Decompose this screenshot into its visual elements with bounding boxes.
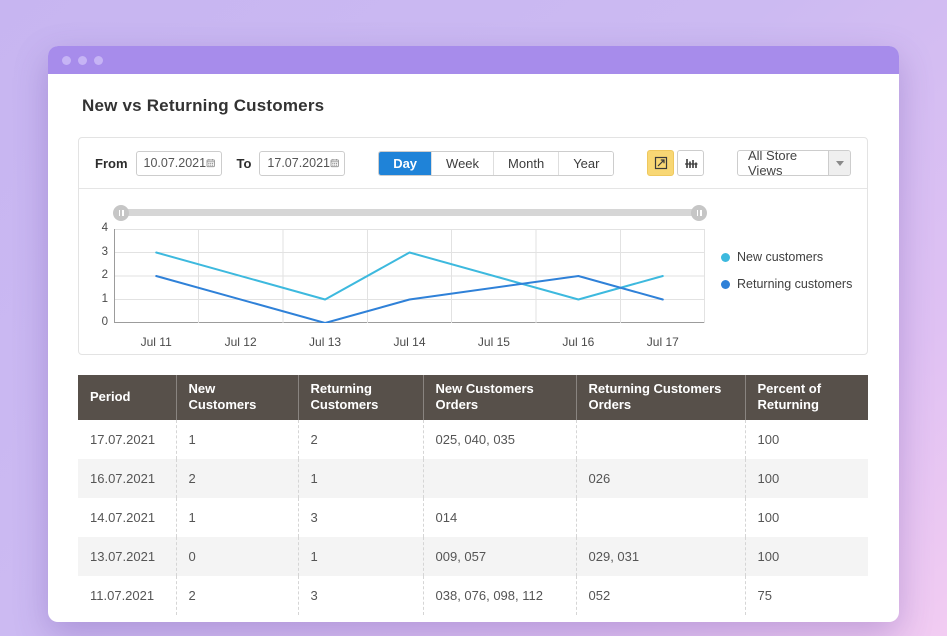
- window-dot-icon[interactable]: [78, 55, 87, 65]
- calendar-icon[interactable]: [206, 156, 215, 170]
- table-cell: 13.07.2021: [78, 536, 176, 576]
- table-cell: 2: [175, 458, 298, 498]
- calendar-icon[interactable]: [330, 156, 339, 170]
- x-tick-label: Jul 12: [224, 335, 257, 349]
- window-dot-icon[interactable]: [62, 55, 71, 65]
- slider-handle-right[interactable]: [691, 204, 707, 221]
- column-header: Percent of Returning: [744, 375, 868, 420]
- table-cell: 1: [297, 458, 423, 498]
- to-label: To: [236, 155, 252, 171]
- y-tick-label: 3: [101, 245, 108, 258]
- chart-panel: From 10.07.2021 To 17.07.2021: [78, 137, 868, 355]
- y-tick-label: 1: [101, 292, 108, 305]
- table-cell: 100: [744, 419, 868, 459]
- table-cell: 009, 057: [422, 536, 576, 576]
- table-cell: 100: [744, 458, 868, 498]
- caret-down-icon: [835, 160, 844, 166]
- table-cell: 1: [175, 497, 298, 537]
- period-option-month[interactable]: Month: [493, 151, 559, 175]
- table-cell: 025, 040, 035: [422, 419, 576, 459]
- app-window: New vs Returning Customers From 10.07.20…: [48, 46, 899, 622]
- chart-area: 0 1 2 3 4 Jul 11 Jul 12 Jul 13 Jul 14 Jul 15 Jul …: [79, 189, 867, 354]
- table-row: 17.07.2021 1 2 025, 040, 035 100: [78, 419, 868, 459]
- legend-dot-icon: [721, 252, 730, 262]
- legend-dot-icon: [721, 279, 730, 289]
- range-slider[interactable]: [113, 204, 707, 221]
- x-tick-label: Jul 14: [393, 335, 426, 349]
- table-cell: 1: [175, 419, 298, 459]
- table-cell: 0: [175, 536, 298, 576]
- y-tick-label: 0: [101, 316, 108, 328]
- table-row: 11.07.2021 2 3 038, 076, 098, 112 052 75: [78, 575, 868, 615]
- page-title: New vs Returning Customers: [82, 96, 325, 115]
- line-chart-button[interactable]: [647, 150, 675, 176]
- filter-toolbar: From 10.07.2021 To 17.07.2021: [79, 138, 867, 189]
- report-table: Period New Customers Returning Customers Ne…: [78, 375, 868, 615]
- period-segmented: Day Week Month Year: [378, 150, 615, 176]
- table-cell: 100: [744, 536, 868, 576]
- column-header: Returning Customers: [297, 375, 423, 420]
- y-tick-label: 2: [101, 269, 108, 281]
- chart-legend: New customers Returning customers: [721, 250, 852, 304]
- date-range-group: From 10.07.2021 To 17.07.2021: [95, 150, 346, 176]
- table-body: 17.07.2021 1 2 025, 040, 035 100 16.07.2021 2 1…: [78, 419, 868, 615]
- legend-item: Returning customers: [721, 277, 852, 291]
- legend-label: Returning customers: [737, 277, 853, 291]
- table-cell: 100: [744, 497, 868, 537]
- x-tick-label: Jul 13: [309, 335, 342, 349]
- x-tick-label: Jul 15: [477, 335, 510, 349]
- period-option-day[interactable]: Day: [379, 151, 432, 175]
- legend-item: New customers: [721, 250, 852, 264]
- table-cell: 2: [297, 419, 423, 459]
- column-header: Period: [78, 375, 176, 420]
- bar-chart-icon: [684, 159, 698, 168]
- table-cell: 3: [297, 497, 423, 537]
- chart-type-toggle: [647, 150, 705, 176]
- line-chart-svg: [114, 229, 705, 323]
- period-option-week[interactable]: Week: [431, 151, 494, 175]
- x-tick-label: Jul 17: [646, 335, 679, 349]
- table-cell: 026: [575, 458, 745, 498]
- y-tick-label: 4: [101, 222, 108, 234]
- column-header: New Customers Orders: [422, 375, 576, 420]
- x-tick-label: Jul 11: [140, 335, 172, 349]
- table-cell: 11.07.2021: [78, 575, 176, 615]
- from-label: From: [95, 155, 128, 171]
- table-cell: 17.07.2021: [78, 419, 176, 459]
- to-date-value: 17.07.2021: [267, 156, 330, 170]
- table-cell: 014: [422, 497, 576, 537]
- window-dot-icon[interactable]: [94, 55, 103, 65]
- from-date-value: 10.07.2021: [143, 156, 207, 170]
- table-cell: 2: [175, 575, 298, 615]
- line-chart-icon: [654, 156, 667, 170]
- store-view-value: All Store Views: [748, 150, 798, 176]
- x-tick-label: Jul 16: [562, 335, 595, 349]
- table-header-row: Period New Customers Returning Customers Ne…: [78, 375, 868, 420]
- slider-handle-left[interactable]: [113, 204, 129, 221]
- period-option-year[interactable]: Year: [558, 151, 614, 175]
- table-row: 16.07.2021 2 1 026 100: [78, 458, 868, 498]
- table-cell: 052: [575, 575, 745, 615]
- table-cell: 16.07.2021: [78, 458, 176, 498]
- bar-chart-button[interactable]: [677, 150, 705, 176]
- window-titlebar[interactable]: [48, 46, 899, 74]
- table-cell: [422, 458, 576, 498]
- from-date-input[interactable]: 10.07.2021: [135, 150, 222, 176]
- table-cell: [575, 419, 745, 459]
- table-cell: 3: [297, 575, 423, 615]
- table-cell: 1: [297, 536, 423, 576]
- table-row: 14.07.2021 1 3 014 100: [78, 497, 868, 537]
- table-row: 13.07.2021 0 1 009, 057 029, 031 100: [78, 536, 868, 576]
- column-header: New Customers: [175, 375, 298, 420]
- store-view-caret-button[interactable]: [828, 151, 850, 175]
- table-cell: 029, 031: [575, 536, 745, 576]
- store-view-select[interactable]: All Store Views: [737, 150, 851, 176]
- table-cell: 75: [744, 575, 868, 615]
- legend-label: New customers: [737, 250, 824, 264]
- table-cell: 038, 076, 098, 112: [422, 575, 576, 615]
- column-header: Returning Customers Orders: [575, 375, 745, 420]
- table-cell: 14.07.2021: [78, 497, 176, 537]
- table-cell: [575, 497, 745, 537]
- to-date-input[interactable]: 17.07.2021: [259, 150, 346, 176]
